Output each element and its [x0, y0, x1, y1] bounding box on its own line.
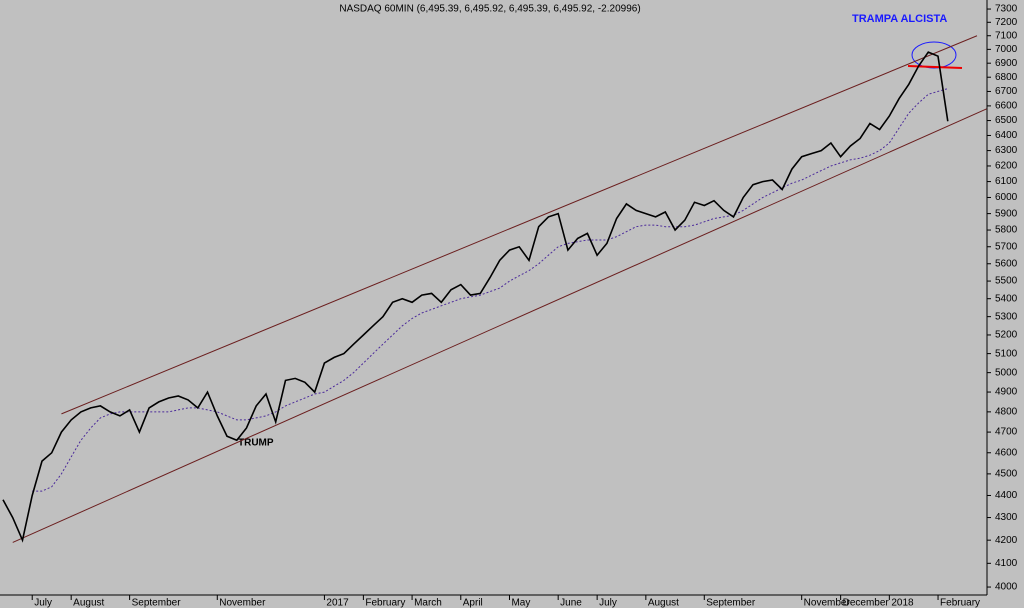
x-tick-label: February	[940, 598, 980, 608]
y-tick-label: 6100	[995, 176, 1018, 187]
y-tick-label: 7000	[995, 44, 1018, 55]
x-tick-label: September	[132, 598, 182, 608]
moving-average	[32, 88, 948, 492]
x-tick-label: April	[463, 598, 483, 608]
y-tick-label: 7200	[995, 17, 1018, 28]
chart-title: NASDAQ 60MIN (6,495.39, 6,495.92, 6,495.…	[339, 4, 640, 15]
annotation: TRUMP	[238, 438, 274, 449]
x-tick-label: December	[843, 598, 890, 608]
y-tick-label: 5000	[995, 367, 1018, 378]
x-tick-label: July	[34, 598, 52, 608]
x-tick-label: May	[511, 598, 530, 608]
y-tick-label: 4700	[995, 427, 1018, 438]
x-tick-label: March	[414, 598, 442, 608]
price-line	[2, 51, 949, 543]
y-tick-label: 4500	[995, 469, 1018, 480]
trendline	[61, 35, 978, 415]
y-tick-label: 4900	[995, 387, 1018, 398]
y-tick-label: 4600	[995, 447, 1018, 458]
x-tick-label: August	[73, 598, 104, 608]
y-tick-label: 4300	[995, 512, 1018, 523]
y-tick-label: 6000	[995, 192, 1018, 203]
y-tick-label: 6800	[995, 72, 1018, 83]
y-tick-label: 5100	[995, 348, 1018, 359]
y-tick-label: 6900	[995, 58, 1018, 69]
y-tick-label: 5200	[995, 330, 1018, 341]
x-tick-label: February	[365, 598, 405, 608]
y-tick-label: 5700	[995, 241, 1018, 252]
y-tick-label: 6200	[995, 161, 1018, 172]
y-tick-label: 6700	[995, 86, 1018, 97]
y-tick-label: 6300	[995, 145, 1018, 156]
x-tick-label: 2018	[891, 598, 914, 608]
y-tick-label: 4800	[995, 407, 1018, 418]
y-tick-label: 5500	[995, 276, 1018, 287]
y-tick-label: 5900	[995, 208, 1018, 219]
y-tick-label: 4000	[995, 582, 1018, 593]
y-tick-label: 4400	[995, 490, 1018, 501]
x-tick-label: August	[648, 598, 679, 608]
x-tick-label: 2017	[326, 598, 349, 608]
y-tick-label: 4100	[995, 558, 1018, 569]
y-tick-label: 5400	[995, 293, 1018, 304]
y-tick-label: 6400	[995, 130, 1018, 141]
y-tick-label: 6600	[995, 101, 1018, 112]
x-tick-label: July	[599, 598, 617, 608]
y-tick-label: 5800	[995, 225, 1018, 236]
x-tick-label: September	[706, 598, 756, 608]
x-tick-label: November	[804, 598, 851, 608]
x-tick-label: November	[219, 598, 266, 608]
y-tick-label: 7300	[995, 4, 1018, 15]
highlight-ellipse	[911, 41, 957, 69]
y-tick-label: 5600	[995, 258, 1018, 269]
trendline	[12, 108, 987, 543]
y-tick-label: 5300	[995, 311, 1018, 322]
y-tick-label: 4200	[995, 535, 1018, 546]
annotation: TRAMPA ALCISTA	[852, 13, 947, 25]
x-tick-label: June	[560, 598, 582, 608]
y-tick-label: 6500	[995, 115, 1018, 126]
breakline	[907, 65, 963, 69]
y-tick-label: 7100	[995, 30, 1018, 41]
